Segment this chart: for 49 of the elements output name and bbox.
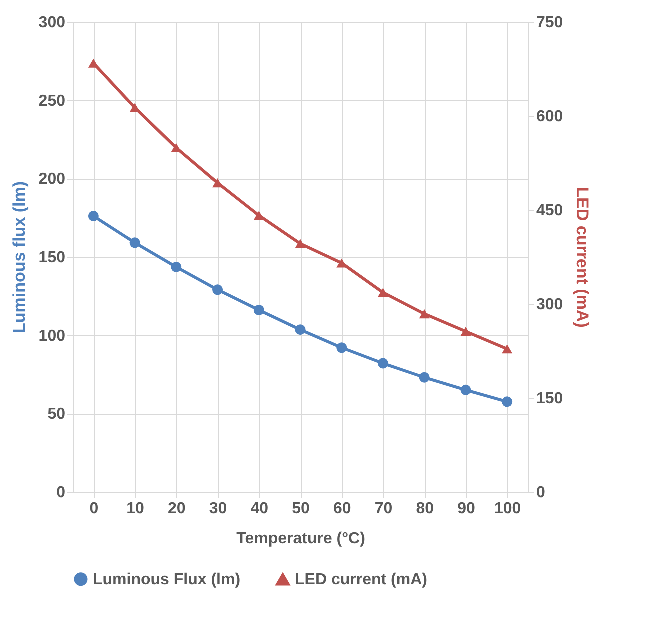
point — [378, 288, 388, 298]
y-tick-label: 150 — [38, 250, 66, 266]
point — [419, 372, 430, 383]
x-tick-label: 20 — [168, 500, 186, 518]
x-tick-label: 100 — [494, 500, 522, 518]
y-tick-label: 300 — [38, 14, 66, 32]
y-tick-label: 100 — [38, 328, 66, 345]
y2-axis-title: LED current (mA) — [573, 187, 592, 328]
x-tick-label: 30 — [209, 500, 228, 518]
x-tick-label: 60 — [333, 500, 352, 518]
point — [336, 342, 348, 354]
y2-tick-label: 450 — [536, 202, 564, 220]
point — [378, 358, 388, 369]
x-tick-label: 90 — [458, 500, 476, 518]
x-tick-label: 0 — [90, 500, 99, 518]
legend-label: LED current (mA) — [295, 572, 428, 589]
point — [295, 239, 306, 248]
point — [130, 238, 140, 248]
legend-label: Luminous Flux (lm) — [93, 571, 241, 588]
point — [88, 211, 99, 222]
x-axis-title: Temperature (°C) — [236, 530, 366, 548]
point — [295, 324, 306, 336]
point — [171, 262, 182, 272]
y-tick-label: 0 — [56, 484, 66, 502]
point — [212, 284, 224, 296]
y-tick-label: 250 — [38, 92, 66, 110]
y2-tick-label: 150 — [536, 390, 564, 408]
y2-tick-label: 600 — [536, 108, 564, 126]
point — [460, 327, 472, 336]
point — [502, 344, 513, 354]
x-tick-label: 50 — [292, 500, 310, 518]
point — [336, 258, 348, 268]
point — [130, 103, 140, 112]
x-tick-label: 40 — [250, 500, 269, 518]
y2-tick-label: 750 — [536, 14, 564, 32]
y-tick-label: 200 — [38, 171, 66, 188]
y-tick-label: 50 — [48, 406, 66, 424]
y-axis-title: Luminous flux (lm) — [10, 181, 29, 334]
point — [460, 384, 472, 396]
point — [88, 58, 99, 68]
point — [254, 305, 264, 316]
point — [502, 396, 513, 408]
x-tick-label: 10 — [126, 500, 145, 518]
x-tick-label: 70 — [374, 500, 393, 518]
y2-tick-label: 300 — [536, 296, 564, 314]
y2-tick-label: 0 — [536, 484, 546, 502]
x-tick-label: 80 — [416, 500, 434, 518]
point — [254, 211, 264, 220]
point — [419, 309, 430, 319]
